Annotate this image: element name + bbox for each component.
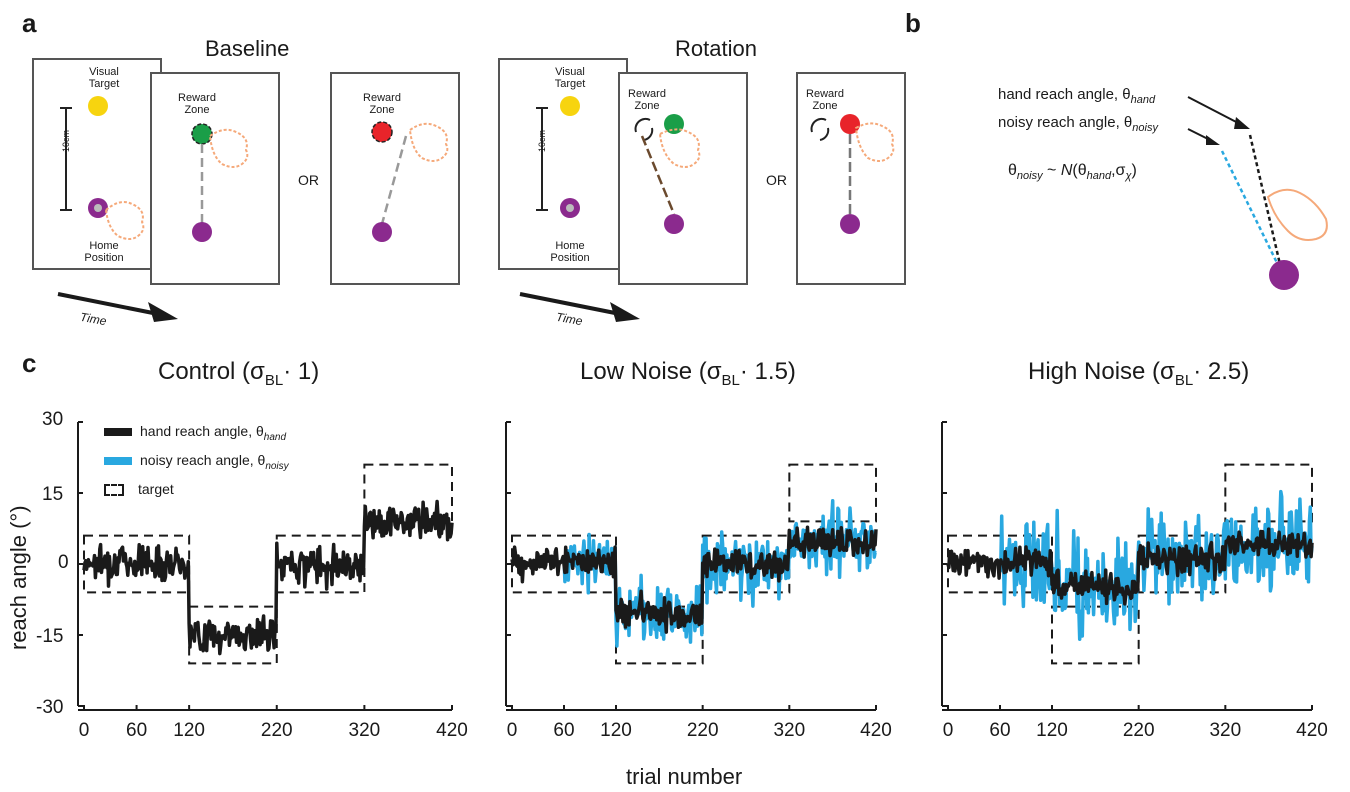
x-tick-label: 60 [126, 720, 147, 741]
rotation-fail-diagram [810, 114, 895, 234]
legend-hand: hand reach angle, θhand [104, 420, 289, 449]
target-window [1051, 605, 1140, 665]
x-tick-label: 60 [989, 720, 1010, 741]
x-tick-label: 420 [436, 720, 468, 741]
time-arrow-baseline [30, 288, 190, 333]
baseline-fail-diagram [371, 121, 449, 242]
plot-title-high-noise: High Noise (σBL· 2.5) [1028, 358, 1250, 389]
baseline-title: Baseline [205, 36, 290, 61]
x-tick-label: 220 [1123, 720, 1155, 741]
time-arrow-rotation [492, 288, 652, 333]
visual-target-label: Visual Target [88, 66, 120, 90]
reward-zone-label-2: Reward Zone [363, 92, 401, 116]
x-tick-label: 220 [261, 720, 293, 741]
x-tick-label: 420 [1296, 720, 1328, 741]
b-hand-label: hand reach angle, θhand [998, 86, 1156, 106]
ytick-30: 30 [42, 409, 64, 430]
panel-c-plots: 0 60 120 220 320 420 0 60 120 220 320 420 0 60 120 220 3… [77, 421, 1328, 741]
series-hand-reach-angle [510, 525, 878, 634]
x-axis-label: trial number [626, 764, 743, 789]
x-tick-label: 60 [553, 720, 574, 741]
b-reach-diagram [1187, 96, 1328, 290]
x-tick-label: 120 [600, 720, 632, 741]
home-position-label: Home Position [84, 240, 124, 264]
x-tick-label: 320 [773, 720, 805, 741]
x-tick-label: 320 [349, 720, 381, 741]
legend-hand-swatch [104, 428, 132, 437]
legend-noisy-swatch [104, 457, 132, 466]
or-label-baseline: OR [298, 172, 319, 188]
rotation-success-card: Reward Zone [618, 72, 748, 285]
x-tick-label: 0 [943, 720, 954, 741]
reward-zone-label-rot2: Reward Zone [806, 88, 844, 112]
ytick-0: 0 [58, 552, 69, 573]
distance-label-rot: 10cm [537, 129, 547, 152]
x-tick-label: 420 [860, 720, 892, 741]
baseline-success-card: Reward Zone [150, 72, 280, 285]
rotation-fail-card: Reward Zone [796, 72, 906, 285]
baseline-start-card: Visual Target Home Position 10cm [32, 58, 162, 270]
plot-title-low-noise: Low Noise (σBL· 1.5) [580, 358, 796, 389]
b-equation: θnoisy ~ N(θhand,σχ) [1008, 162, 1137, 183]
target-window [83, 534, 191, 594]
x-tick-label: 0 [79, 720, 90, 741]
ytick-neg15: -15 [36, 626, 64, 647]
rotation-success-diagram [634, 114, 701, 234]
panel-letter-b: b [905, 8, 921, 38]
x-tick-label: 120 [1036, 720, 1068, 741]
reward-zone-label: Reward Zone [178, 92, 216, 116]
baseline-success-diagram [191, 123, 249, 242]
x-tick-label: 0 [507, 720, 518, 741]
series-hand-reach-angle [946, 527, 1314, 606]
baseline-start-diagram [60, 96, 145, 240]
legend-target: target [104, 478, 289, 500]
panel-letter-a: a [22, 8, 37, 38]
b-noisy-label: noisy reach angle, θnoisy [998, 114, 1158, 134]
distance-label: 10cm [61, 129, 71, 152]
x-tick-label: 320 [1209, 720, 1241, 741]
rotation-start-card: Visual Target Home Position 10cm [498, 58, 628, 270]
rotation-title: Rotation [675, 36, 757, 61]
legend-noisy: noisy reach angle, θnoisy [104, 449, 289, 478]
plot-title-control: Control (σBL· 1) [158, 358, 320, 389]
rotation-start-diagram [536, 96, 580, 218]
legend: hand reach angle, θhand noisy reach angl… [104, 420, 289, 500]
legend-target-swatch [104, 483, 124, 496]
ytick-15: 15 [42, 484, 64, 505]
series-hand-reach-angle [82, 499, 454, 656]
or-label-rotation: OR [766, 172, 787, 188]
panel-letter-c: c [22, 348, 37, 378]
baseline-fail-card: Reward Zone [330, 72, 460, 285]
visual-target-label-rot: Visual Target [554, 66, 586, 90]
x-tick-label: 120 [173, 720, 205, 741]
x-tick-label: 220 [687, 720, 719, 741]
reward-zone-label-rot: Reward Zone [628, 88, 666, 112]
home-position-label-rot: Home Position [550, 240, 590, 264]
ytick-neg30: -30 [36, 697, 64, 718]
